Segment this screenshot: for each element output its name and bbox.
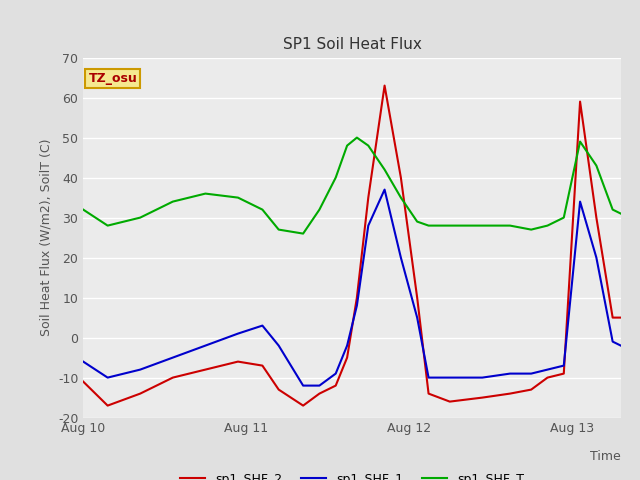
sp1_SHF_1 [381, 187, 388, 192]
sp1_SHF_2 [479, 395, 486, 400]
sp1_SHF_1 [527, 371, 535, 376]
sp1_SHF_T [300, 231, 307, 237]
sp1_SHF_2 [234, 359, 242, 364]
Title: SP1 Soil Heat Flux: SP1 Soil Heat Flux [283, 37, 421, 52]
sp1_SHF_T [560, 215, 568, 220]
sp1_SHF_1 [202, 343, 209, 348]
sp1_SHF_T [397, 195, 404, 201]
sp1_SHF_1 [79, 359, 87, 364]
sp1_SHF_2 [617, 315, 625, 321]
Line: sp1_SHF_T: sp1_SHF_T [83, 138, 621, 234]
sp1_SHF_T [275, 227, 282, 232]
sp1_SHF_2 [275, 387, 282, 393]
Text: TZ_osu: TZ_osu [88, 72, 138, 85]
sp1_SHF_2 [353, 295, 361, 300]
sp1_SHF_T [609, 207, 616, 213]
sp1_SHF_1 [332, 371, 340, 376]
Text: Time: Time [590, 450, 621, 463]
sp1_SHF_2 [104, 403, 111, 408]
sp1_SHF_1 [353, 303, 361, 309]
sp1_SHF_1 [136, 367, 144, 372]
sp1_SHF_1 [425, 375, 433, 381]
Line: sp1_SHF_1: sp1_SHF_1 [83, 190, 621, 385]
Legend: sp1_SHF_2, sp1_SHF_1, sp1_SHF_T: sp1_SHF_2, sp1_SHF_1, sp1_SHF_T [175, 468, 529, 480]
sp1_SHF_2 [169, 375, 177, 381]
sp1_SHF_1 [617, 343, 625, 348]
sp1_SHF_2 [543, 375, 551, 381]
sp1_SHF_T [479, 223, 486, 228]
sp1_SHF_T [381, 167, 388, 172]
sp1_SHF_2 [316, 391, 323, 396]
sp1_SHF_1 [343, 343, 351, 348]
sp1_SHF_T [446, 223, 454, 228]
sp1_SHF_2 [527, 387, 535, 393]
sp1_SHF_2 [300, 403, 307, 408]
sp1_SHF_T [316, 207, 323, 213]
sp1_SHF_T [79, 207, 87, 213]
sp1_SHF_T [332, 175, 340, 180]
sp1_SHF_2 [79, 379, 87, 384]
sp1_SHF_T [593, 163, 600, 168]
sp1_SHF_T [413, 219, 421, 225]
sp1_SHF_T [576, 139, 584, 144]
sp1_SHF_T [104, 223, 111, 228]
sp1_SHF_1 [169, 355, 177, 360]
sp1_SHF_1 [364, 223, 372, 228]
sp1_SHF_1 [234, 331, 242, 336]
sp1_SHF_2 [343, 355, 351, 360]
sp1_SHF_1 [316, 383, 323, 388]
sp1_SHF_2 [397, 175, 404, 180]
sp1_SHF_T [543, 223, 551, 228]
sp1_SHF_2 [136, 391, 144, 396]
sp1_SHF_2 [364, 195, 372, 201]
sp1_SHF_2 [560, 371, 568, 376]
sp1_SHF_T [364, 143, 372, 148]
sp1_SHF_T [425, 223, 433, 228]
sp1_SHF_1 [275, 343, 282, 348]
sp1_SHF_2 [259, 363, 266, 369]
sp1_SHF_2 [413, 295, 421, 300]
sp1_SHF_2 [425, 391, 433, 396]
sp1_SHF_1 [300, 383, 307, 388]
sp1_SHF_1 [446, 375, 454, 381]
sp1_SHF_1 [479, 375, 486, 381]
sp1_SHF_1 [506, 371, 514, 376]
sp1_SHF_1 [397, 255, 404, 261]
sp1_SHF_1 [543, 367, 551, 372]
sp1_SHF_2 [202, 367, 209, 372]
sp1_SHF_2 [381, 83, 388, 88]
sp1_SHF_T [169, 199, 177, 204]
sp1_SHF_1 [104, 375, 111, 381]
sp1_SHF_1 [576, 199, 584, 204]
sp1_SHF_T [343, 143, 351, 148]
sp1_SHF_T [617, 211, 625, 216]
sp1_SHF_T [234, 195, 242, 201]
sp1_SHF_T [202, 191, 209, 196]
sp1_SHF_1 [413, 315, 421, 321]
sp1_SHF_2 [446, 399, 454, 405]
sp1_SHF_1 [593, 255, 600, 261]
sp1_SHF_2 [332, 383, 340, 388]
sp1_SHF_T [259, 207, 266, 213]
sp1_SHF_1 [560, 363, 568, 369]
sp1_SHF_2 [593, 215, 600, 220]
sp1_SHF_T [527, 227, 535, 232]
Line: sp1_SHF_2: sp1_SHF_2 [83, 85, 621, 406]
sp1_SHF_T [506, 223, 514, 228]
Y-axis label: Soil Heat Flux (W/m2), SoilT (C): Soil Heat Flux (W/m2), SoilT (C) [40, 139, 52, 336]
sp1_SHF_1 [259, 323, 266, 328]
sp1_SHF_1 [609, 339, 616, 345]
sp1_SHF_2 [609, 315, 616, 321]
sp1_SHF_T [353, 135, 361, 141]
sp1_SHF_2 [576, 99, 584, 105]
sp1_SHF_T [136, 215, 144, 220]
sp1_SHF_2 [506, 391, 514, 396]
